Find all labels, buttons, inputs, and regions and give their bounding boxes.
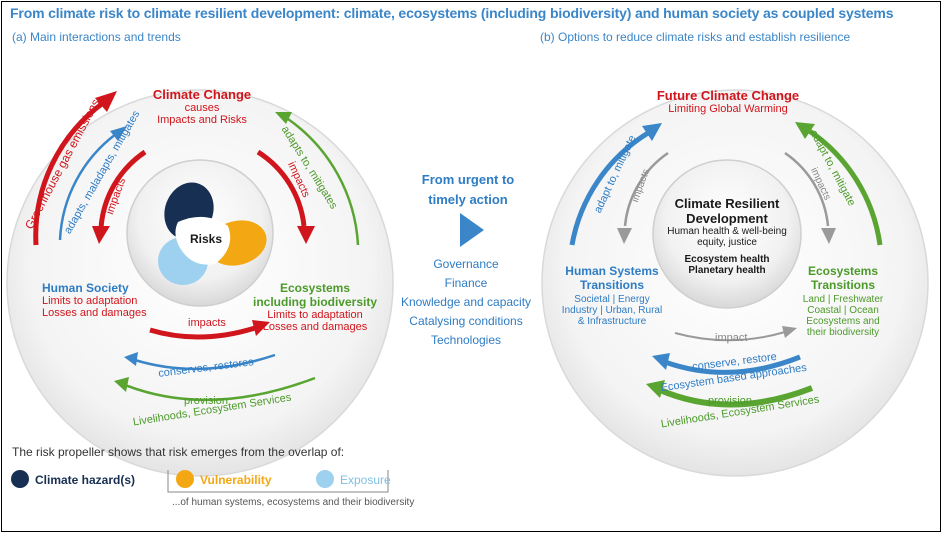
legend-vulnerability-label: Vulnerability <box>200 473 272 487</box>
climate-change-line1: causes <box>184 102 220 114</box>
crd-line1: Human health & well-being <box>667 226 787 237</box>
arrow-impacts-bottom <box>149 325 256 340</box>
future-climate-block: Future Climate Change Limiting Global Wa… <box>657 88 799 115</box>
climate-change-title: Climate Change <box>152 87 252 102</box>
climate-change-line2: Impacts and Risks <box>157 114 247 126</box>
arrow-ghg-head <box>95 91 117 112</box>
human-systems-title2: Transitions <box>579 278 645 292</box>
legend-exposure-label: Exposure <box>340 473 391 487</box>
propeller-overlap <box>175 216 231 265</box>
arrow-provision-b <box>658 385 814 408</box>
legend-vulnerability-dot <box>176 470 194 488</box>
human-society-title: Human Society <box>42 281 129 295</box>
list-item: Catalysing conditions <box>409 314 523 328</box>
arrow-ghg-emissions <box>33 100 105 246</box>
crd-line2: equity, justice <box>697 237 757 248</box>
risk-propeller <box>158 182 267 285</box>
crd-block: Climate Resilient Development Human heal… <box>667 196 787 276</box>
arrow-conserve-b <box>664 354 801 375</box>
label-provision-b: provision <box>708 395 753 407</box>
eco-transitions-title2: Transitions <box>810 278 876 292</box>
arrow-conserves <box>134 353 276 371</box>
human-systems-title1: Human Systems <box>565 264 659 278</box>
eco-transitions-block: Ecosystems Transitions Land | Freshwater… <box>803 264 883 338</box>
eco-transitions-line1: Land | Freshwater <box>802 294 884 305</box>
panel-a-heading: (a) Main interactions and trends <box>12 30 181 44</box>
arrow-adapts-maladapts <box>58 132 117 241</box>
human-systems-line1: Societal | Energy <box>574 294 650 305</box>
panel-b-heading: (b) Options to reduce climate risks and … <box>540 30 851 44</box>
middle-line1: From urgent to <box>421 172 515 187</box>
climate-change-block: Climate Change causes Impacts and Risks <box>153 87 251 126</box>
arrow-impact-bottom-b <box>674 331 786 342</box>
panel-b-inner-disc <box>652 159 802 309</box>
crd-title2: Development <box>686 211 768 226</box>
legend-bracket <box>167 470 389 493</box>
human-society-line1: Limits to adaptation <box>42 295 138 307</box>
enabling-conditions-list: Governance Finance Knowledge and capacit… <box>401 255 531 350</box>
arrow-adapt-left <box>569 130 650 246</box>
future-climate-line1: Limiting Global Warming <box>668 103 788 115</box>
figure-title: From climate risk to climate resilient d… <box>10 5 894 21</box>
eco-transitions-line2: Coastal | Ocean <box>807 305 879 316</box>
legend-hazard-label: Climate hazard(s) <box>35 473 136 487</box>
crd-title1: Climate Resilient <box>674 196 780 211</box>
crd-line4: Planetary health <box>688 265 766 276</box>
list-item: Finance <box>444 276 488 290</box>
ecosystems-line2: Losses and damages <box>262 321 368 333</box>
eco-transitions-line3: Ecosystems and <box>806 316 880 327</box>
eco-transitions-line4: their biodiversity <box>806 327 880 338</box>
arrow-provision <box>124 376 316 402</box>
arrow-impacts-left-b <box>623 151 669 227</box>
label-provision: provision <box>184 395 229 407</box>
arrow-adapt-right <box>806 127 883 246</box>
list-item: Knowledge and capacity <box>400 295 532 309</box>
label-impact-bottom-b: impact <box>715 332 748 344</box>
legend-exposure-dot <box>316 470 334 488</box>
list-item: Technologies <box>430 333 502 347</box>
ecosystems-title2: including biodiversity <box>252 295 378 309</box>
ecosystems-line1: Limits to adaptation <box>267 309 363 321</box>
middle-play-arrow <box>460 213 484 247</box>
ecosystems-title1: Ecosystems <box>279 281 351 295</box>
middle-line2: timely action <box>428 192 508 207</box>
crd-line3: Ecosystem health <box>684 254 770 265</box>
list-item: Governance <box>433 257 499 271</box>
label-impacts-bottom: impacts <box>188 317 226 329</box>
human-society-block: Human Society Limits to adaptation Losse… <box>42 281 147 319</box>
legend-note: ...of human systems, ecosystems and thei… <box>172 497 415 508</box>
risks-label: Risks <box>190 232 223 246</box>
arrow-impacts-right <box>256 149 307 227</box>
human-systems-line3: & Infrastructure <box>577 316 647 327</box>
legend-intro: The risk propeller shows that risk emerg… <box>12 445 345 459</box>
ecosystems-block: Ecosystems including biodiversity Limits… <box>253 281 377 333</box>
arrow-impacts-left <box>98 149 147 229</box>
human-systems-line2: Industry | Urban, Rural <box>561 305 663 316</box>
human-society-line2: Losses and damages <box>42 307 147 319</box>
human-systems-block: Human Systems Transitions Societal | Ene… <box>562 264 662 327</box>
eco-transitions-title1: Ecosystems <box>807 264 879 278</box>
future-climate-title: Future Climate Change <box>656 88 800 103</box>
middle-heading: From urgent to timely action <box>422 170 514 210</box>
arrow-adapts-right <box>287 117 360 246</box>
legend-hazard-dot <box>11 470 29 488</box>
arrow-impacts-right-b <box>784 151 830 227</box>
